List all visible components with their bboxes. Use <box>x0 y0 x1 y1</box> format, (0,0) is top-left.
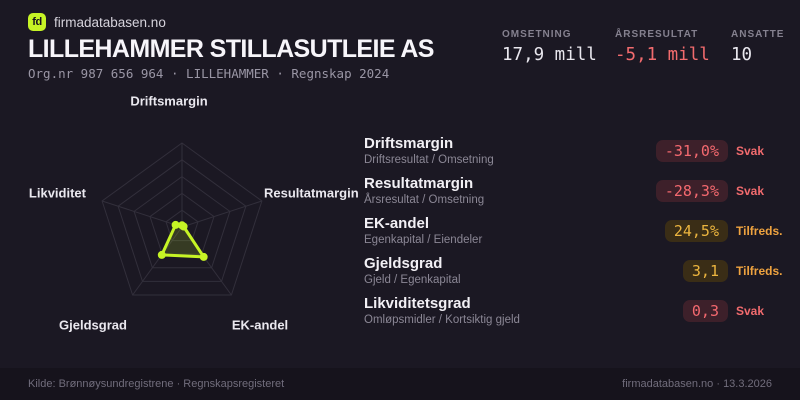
metric-formula: Driftsresultat / Omsetning <box>364 153 494 166</box>
stat-label: ANSATTE <box>731 29 785 40</box>
footer: Kilde: Brønnøysundregistrene · Regnskaps… <box>0 368 800 400</box>
stat-ansatte: ANSATTE 10 <box>731 29 784 65</box>
stat-arsresultat: ÅRSRESULTAT -5,1 mill <box>615 29 710 65</box>
brand-row[interactable]: fd firmadatabasen.no <box>28 13 166 31</box>
stat-omsetning: OMSETNING 17,9 mill <box>502 29 597 65</box>
stat-value: 10 <box>731 45 753 65</box>
metric-value-pill: 24,5% <box>664 220 728 242</box>
metric-name: Resultatmargin <box>364 174 474 192</box>
stat-value: 17,9 mill <box>502 45 597 65</box>
metric-value-pill: -31,0% <box>655 140 728 162</box>
metric-value-pill: 3,1 <box>682 260 728 282</box>
company-subtitle: Org.nr 987 656 964 · LILLEHAMMER · Regns… <box>28 66 390 81</box>
metric-row-driftsmargin: Driftsmargin Driftsresultat / Omsetning … <box>364 131 772 171</box>
metric-name: Driftsmargin <box>364 134 454 152</box>
metric-status: Tilfreds. <box>736 264 783 278</box>
metric-row-likviditetsgrad: Likviditetsgrad Omløpsmidler / Kortsikti… <box>364 291 772 331</box>
radar-axis-likviditet: Likviditet <box>28 185 86 201</box>
metric-status: Svak <box>736 184 765 198</box>
page-title: LILLEHAMMER STILLASUTLEIE AS <box>28 35 434 63</box>
stat-value: -5,1 mill <box>615 45 710 65</box>
firmadatabasen-logo-icon: fd <box>28 13 46 31</box>
radar-axis-driftsmargin: Driftsmargin <box>130 93 208 109</box>
metrics-panel: Driftsmargin Driftsresultat / Omsetning … <box>364 131 783 331</box>
metric-formula: Egenkapital / Eiendeler <box>364 233 483 246</box>
metric-status: Tilfreds. <box>736 224 783 238</box>
metric-row-gjeldsgrad: Gjeldsgrad Gjeld / Egenkapital 3,1 Tilfr… <box>364 251 783 291</box>
radar-axis-resultatmargin: Resultatmargin <box>264 185 359 201</box>
metric-name: EK-andel <box>364 214 430 232</box>
metric-name: Likviditetsgrad <box>364 294 471 312</box>
brand-name: firmadatabasen.no <box>54 14 166 30</box>
metric-row-ek-andel: EK-andel Egenkapital / Eiendeler 24,5% T… <box>364 211 783 251</box>
metric-value-pill: -28,3% <box>655 180 728 202</box>
radar-axis-ek-andel: EK-andel <box>231 317 289 333</box>
metric-status: Svak <box>736 144 765 158</box>
metric-formula: Omløpsmidler / Kortsiktig gjeld <box>364 313 520 326</box>
radar-axis-gjeldsgrad: Gjeldsgrad <box>59 317 127 333</box>
footer-source: Kilde: Brønnøysundregistrene · Regnskaps… <box>28 378 285 390</box>
stat-label: ÅRSRESULTAT <box>615 29 699 40</box>
stat-label: OMSETNING <box>502 29 572 40</box>
radar-chart <box>101 142 263 296</box>
metric-formula: Gjeld / Egenkapital <box>364 273 461 286</box>
metric-name: Gjeldsgrad <box>364 254 443 272</box>
footer-brand-date[interactable]: firmadatabasen.no · 13.3.2026 <box>622 378 772 390</box>
metric-value-pill: 0,3 <box>682 300 728 322</box>
metric-formula: Årsresultat / Omsetning <box>364 193 485 206</box>
metric-status: Svak <box>736 304 765 318</box>
metric-row-resultatmargin: Resultatmargin Årsresultat / Omsetning -… <box>364 171 772 211</box>
